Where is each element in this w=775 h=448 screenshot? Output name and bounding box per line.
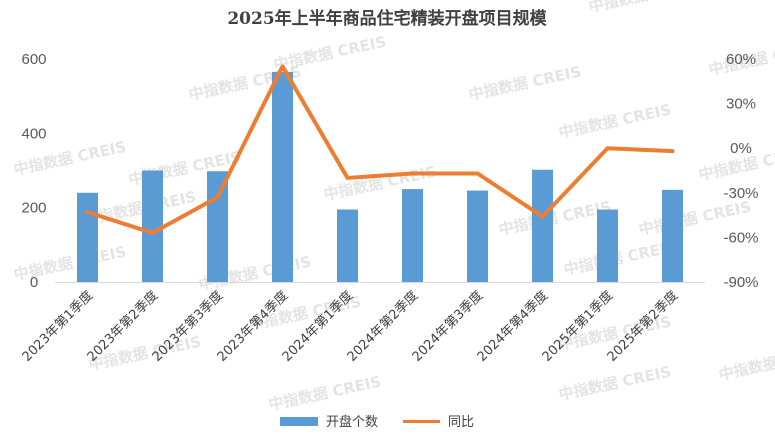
bar [402, 189, 423, 282]
right-tick-label: 0% [730, 140, 752, 157]
bar [207, 171, 228, 282]
watermark-text: 中指数据 CREIS [267, 373, 383, 414]
watermark-text: 中指数据 CREIS [12, 138, 128, 179]
bar [532, 169, 553, 282]
watermark-text: 中指数据 CREIS [557, 363, 673, 404]
right-tick-label: -60% [723, 229, 758, 246]
left-tick-label: 600 [21, 51, 46, 68]
chart-title: 2025年上半年商品住宅精装开盘项目规模 [227, 8, 547, 29]
watermark-text: 中指数据 CREIS [587, 0, 703, 16]
bar [142, 170, 163, 282]
legend-label-line: 同比 [448, 415, 474, 430]
right-tick-label: 60% [726, 51, 756, 68]
bar [467, 190, 488, 282]
right-tick-label: -90% [723, 274, 758, 291]
watermark-text: 中指数据 CREIS [467, 63, 583, 104]
legend: 开盘个数 同比 [280, 414, 474, 430]
legend-label-bar: 开盘个数 [326, 414, 378, 430]
line-series [85, 64, 675, 235]
yoy-line [85, 64, 675, 235]
bar [77, 192, 98, 282]
bar [337, 209, 358, 282]
watermark-text: 中指数据 CREIS [557, 101, 673, 142]
bar [597, 209, 618, 282]
right-tick-label: 30% [726, 96, 756, 113]
left-axis: 0 200 400 600 [21, 51, 46, 291]
right-axis: 60% 30% 0% -30% -60% -90% [723, 51, 758, 291]
left-tick-label: 200 [21, 200, 46, 217]
watermark-text: 中指数据 CREIS [717, 343, 775, 384]
watermark-text: 中指数据 CREIS [82, 188, 198, 229]
bar [272, 72, 293, 282]
legend-swatch-bar [280, 417, 318, 426]
right-tick-label: -30% [723, 185, 758, 202]
left-tick-label: 400 [21, 125, 46, 142]
bar [662, 189, 683, 282]
watermark-text: 中指数据 CREIS [562, 238, 678, 279]
left-tick-label: 0 [30, 274, 38, 291]
